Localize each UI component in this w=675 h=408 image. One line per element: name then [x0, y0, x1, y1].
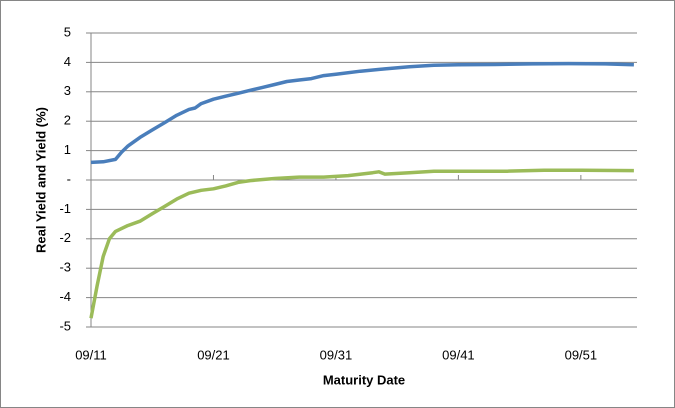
- y-tick-label: -1: [59, 201, 71, 216]
- y-tick-label: -3: [59, 260, 71, 275]
- x-tick-label: 09/31: [320, 347, 353, 362]
- series-line: [89, 168, 634, 319]
- x-tick-label: 09/51: [565, 347, 598, 362]
- y-tick-label: 3: [64, 83, 71, 98]
- y-tick-label: 2: [64, 113, 71, 128]
- x-axis-title: Maturity Date: [323, 372, 405, 387]
- y-tick-label: -: [67, 171, 71, 186]
- x-tick-label: 09/11: [75, 347, 107, 362]
- y-tick-label: 5: [64, 24, 71, 39]
- y-tick-label: -5: [59, 318, 71, 333]
- x-tick-label: 09/21: [197, 347, 230, 362]
- y-tick-label: 1: [64, 142, 71, 157]
- y-tick-label: -4: [59, 289, 71, 304]
- series-line: [90, 61, 634, 165]
- y-tick-label: -2: [59, 230, 71, 245]
- y-tick-label: 4: [64, 54, 71, 69]
- x-tick-label: 09/41: [442, 347, 475, 362]
- y-axis-title: Real Yield and Yield (%): [33, 107, 48, 253]
